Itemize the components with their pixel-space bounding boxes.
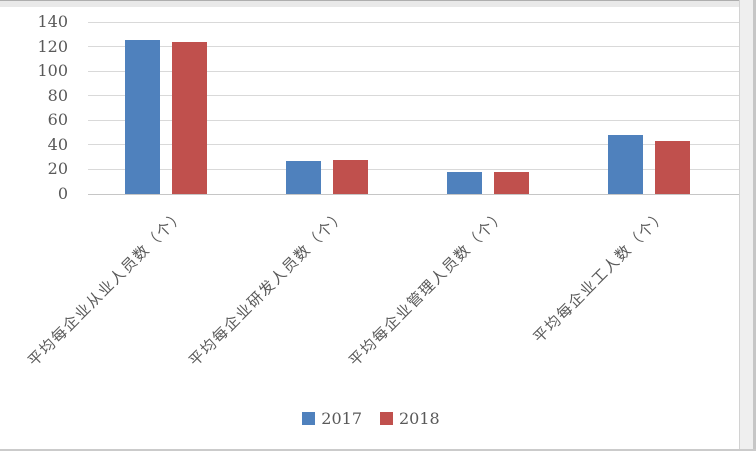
- legend-swatch-2018-icon: [380, 412, 393, 425]
- category-label: 平均每企业工人数（个）: [529, 205, 671, 347]
- y-axis-tick-label: 100: [37, 61, 68, 81]
- gridline: [88, 119, 745, 121]
- bar-2017-cat2: [286, 160, 322, 194]
- y-axis-tick-label: 140: [37, 12, 68, 31]
- y-axis-tick-label: 0: [57, 184, 68, 203]
- legend-item-2017: 2017: [302, 409, 362, 428]
- gridline: [88, 46, 745, 48]
- bar-2018-cat2: [333, 159, 369, 194]
- y-axis-tick-label: 80: [47, 85, 68, 105]
- gridline: [88, 70, 745, 72]
- bar-2018-cat4: [654, 141, 690, 194]
- legend-item-2018: 2018: [380, 409, 440, 428]
- chart-legend: 2017 2018: [0, 409, 742, 428]
- gridline: [88, 193, 745, 195]
- bar-2018-cat3: [493, 171, 529, 194]
- legend-label-2018: 2018: [399, 409, 440, 428]
- legend-label-2017: 2017: [321, 409, 362, 428]
- bar-2017-cat3: [446, 171, 482, 194]
- category-label: 平均每企业从业人员数（个）: [24, 205, 189, 370]
- window-edge-bottom: [0, 449, 756, 451]
- window-edge-top: [0, 0, 756, 7]
- y-axis-tick-label: 20: [47, 159, 68, 179]
- legend-swatch-2017-icon: [302, 412, 316, 425]
- gridline: [88, 95, 745, 97]
- gridline: [88, 144, 745, 146]
- window-edge-right: [739, 0, 756, 451]
- bar-2018-cat1: [172, 41, 208, 194]
- gridline: [88, 168, 745, 170]
- y-axis-tick-label: 60: [47, 110, 68, 130]
- gridline: [88, 21, 745, 23]
- category-label: 平均每企业研发人员数（个）: [184, 205, 350, 370]
- y-axis-tick-label: 40: [47, 134, 68, 154]
- y-axis-tick-label: 120: [37, 36, 68, 56]
- category-label: 平均每企业管理人员数（个）: [345, 205, 511, 370]
- bar-2017-cat4: [607, 135, 643, 194]
- bar-2017-cat1: [125, 40, 161, 194]
